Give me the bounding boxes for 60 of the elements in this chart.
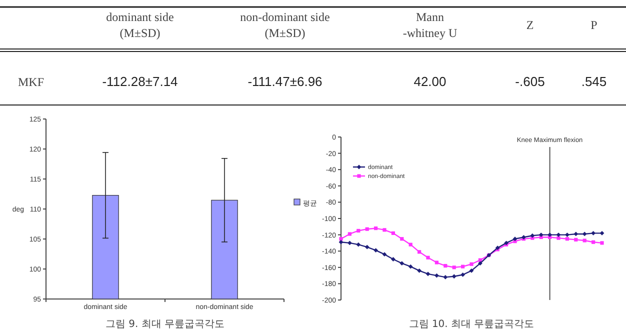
point bbox=[600, 230, 604, 236]
point bbox=[426, 256, 430, 260]
point bbox=[356, 242, 361, 247]
point bbox=[565, 232, 570, 237]
point bbox=[530, 233, 535, 238]
text: .545 bbox=[581, 74, 607, 89]
text: MKF bbox=[18, 75, 44, 89]
point bbox=[418, 250, 422, 254]
point bbox=[417, 268, 422, 273]
point bbox=[382, 252, 387, 257]
text: 그림 10. 최대 무릎굽곡각도 bbox=[408, 319, 534, 330]
point bbox=[565, 237, 569, 241]
point bbox=[348, 240, 352, 246]
point bbox=[574, 238, 578, 242]
point bbox=[374, 248, 378, 252]
text: 그림 9. 최대 무릎굽곡각도 bbox=[105, 319, 225, 330]
point bbox=[452, 266, 456, 270]
point bbox=[400, 261, 404, 266]
point bbox=[348, 232, 352, 236]
point bbox=[512, 236, 518, 242]
text: -112.28±7.14 bbox=[102, 74, 178, 89]
point bbox=[434, 260, 438, 264]
point bbox=[365, 227, 369, 231]
text: non-dominant side (M±SD) bbox=[240, 10, 330, 40]
point bbox=[469, 268, 474, 273]
text: 42.00 bbox=[414, 74, 446, 89]
point bbox=[470, 262, 474, 266]
text: Z bbox=[526, 18, 534, 32]
point bbox=[408, 242, 412, 246]
point bbox=[391, 231, 395, 235]
point bbox=[443, 274, 448, 280]
text: P bbox=[590, 18, 598, 32]
point bbox=[461, 264, 465, 268]
point bbox=[582, 232, 587, 236]
text: -111.47±6.96 bbox=[248, 74, 322, 89]
point bbox=[364, 244, 370, 250]
point bbox=[592, 240, 596, 244]
point bbox=[460, 272, 465, 277]
point bbox=[382, 228, 386, 232]
point bbox=[339, 237, 343, 241]
text: Mann -whitney U bbox=[402, 10, 458, 40]
point bbox=[591, 230, 596, 236]
point bbox=[391, 257, 396, 262]
point bbox=[400, 237, 404, 241]
point bbox=[538, 232, 544, 237]
point bbox=[338, 240, 344, 244]
point bbox=[426, 272, 430, 276]
point bbox=[600, 241, 604, 245]
point bbox=[556, 236, 560, 240]
point bbox=[434, 273, 439, 278]
point bbox=[408, 264, 413, 269]
point bbox=[374, 226, 378, 230]
point bbox=[452, 274, 456, 279]
point bbox=[444, 264, 448, 268]
text: -.605 bbox=[515, 74, 545, 89]
point bbox=[548, 232, 552, 237]
point bbox=[582, 238, 586, 242]
point bbox=[356, 228, 360, 233]
text: dominant side (M±SD) bbox=[106, 10, 174, 40]
point bbox=[478, 261, 482, 266]
